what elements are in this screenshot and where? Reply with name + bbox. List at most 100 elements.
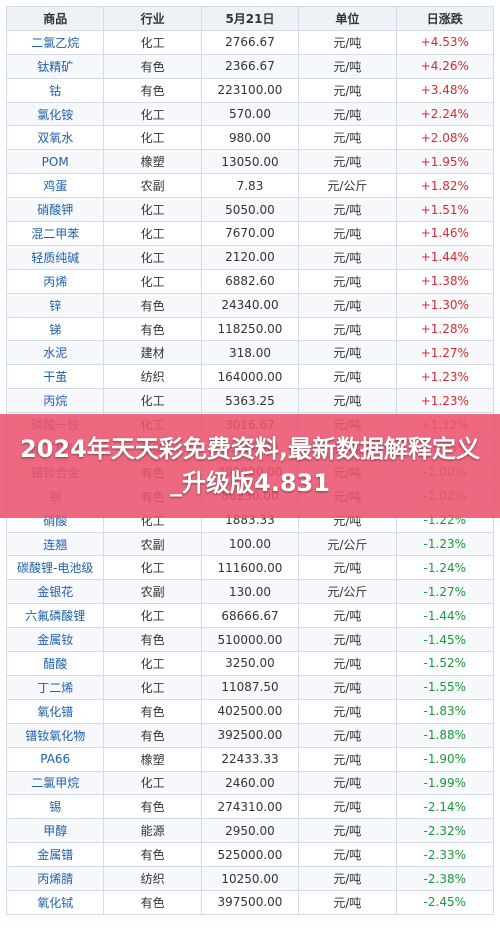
commodity-name-cell: 锑 [5,316,105,342]
table-row: 锑有色 118250.00 元/吨 +1.28% [5,316,495,342]
sector-cell: 化工 [103,268,202,294]
daily-change-cell: +1.23% [395,388,495,414]
sector-cell: 化工 [103,603,202,629]
price-cell: 24340.00 [200,292,300,318]
daily-change-cell: +1.44% [395,244,495,270]
unit-cell: 元/吨 [298,125,397,151]
sector-cell: 有色 [103,627,202,653]
unit-cell: 元/吨 [298,292,397,318]
commodity-name-cell: 金银花 [5,579,105,605]
table-row: PA66 橡塑 22433.33 元/吨 -1.90% [5,746,495,772]
table-row: 硝酸钾 化工 5050.00 元/吨 +1.51% [5,197,495,223]
commodity-name-cell: 钴 [5,77,105,103]
table-row: 醋酸 化工 3250.00 元/吨 -1.52% [5,651,495,676]
header-unit: 单位 [298,6,397,31]
commodity-name-cell: 双氧水 [5,125,105,151]
commodity-name-cell: 锌 [5,292,105,318]
unit-cell: 元/吨 [298,674,397,700]
price-cell: 274310.00 [200,794,300,820]
unit-cell: 元/公斤 [298,173,397,199]
table-row: 氯化铵 化工 570.00 元/吨 +2.24% [5,101,495,127]
price-cell: 318.00 [200,340,300,366]
commodity-name-cell: 鸡蛋 [5,173,105,199]
commodity-name-cell: 丁二烯 [5,674,105,700]
commodity-name-cell: 氯化铵 [5,101,105,127]
sector-cell: 建材 [103,340,202,366]
daily-change-cell: -2.32% [395,818,495,844]
table-row: 钛精矿 有色 2366.67 元/吨 +4.26% [5,53,495,79]
daily-change-cell: -2.14% [395,794,495,820]
daily-change-cell: +4.53% [395,29,495,55]
table-row: 氧化镨 有色 402500.00 元/吨 -1.83% [5,698,495,724]
table-row: 混二甲苯 化工 7670.00 元/吨 +1.46% [5,221,495,246]
price-cell: 7.83 [200,173,300,199]
price-cell: 510000.00 [200,627,300,653]
commodity-name-cell: 镨钕氧化物 [5,722,105,748]
sector-cell: 化工 [103,221,202,246]
sector-cell: 化工 [103,674,202,700]
unit-cell: 元/吨 [298,244,397,270]
sector-cell: 有色 [103,316,202,342]
table-row: 水泥 建材 318.00 元/吨 +1.27% [5,340,495,366]
unit-cell: 元/吨 [298,866,397,891]
daily-change-cell: +1.28% [395,316,495,342]
commodity-name-cell: 水泥 [5,340,105,366]
sector-cell: 纺织 [103,364,202,390]
sector-cell: 橡塑 [103,746,202,772]
price-cell: 3250.00 [200,651,300,676]
sector-cell: 化工 [103,244,202,270]
price-cell: 100.00 [200,531,300,557]
price-cell: 130.00 [200,579,300,605]
daily-change-cell: -1.88% [395,722,495,748]
unit-cell: 元/吨 [298,722,397,748]
daily-change-cell: -1.83% [395,698,495,724]
price-cell: 5363.25 [200,388,300,414]
sector-cell: 化工 [103,388,202,414]
price-cell: 22433.33 [200,746,300,772]
sector-cell: 化工 [103,770,202,796]
price-cell: 13050.00 [200,149,300,175]
commodity-name-cell: 六氟磷酸锂 [5,603,105,629]
table-row: 双氧水 化工 980.00 元/吨 +2.08% [5,125,495,151]
daily-change-cell: +1.95% [395,149,495,175]
price-cell: 980.00 [200,125,300,151]
daily-change-cell: +1.30% [395,292,495,318]
sector-cell: 橡塑 [103,149,202,175]
commodity-name-cell: 连翘 [5,531,105,557]
unit-cell: 元/吨 [298,794,397,820]
price-cell: 68666.67 [200,603,300,629]
sector-cell: 化工 [103,29,202,55]
commodity-name-cell: 二氯甲烷 [5,770,105,796]
sector-cell: 有色 [103,889,202,915]
commodity-name-cell: 锡 [5,794,105,820]
commodity-name-cell: 混二甲苯 [5,221,105,246]
table-row: 金属钕 有色 510000.00 元/吨 -1.45% [5,627,495,653]
table-row: 连翘 农副 100.00 元/公斤 -1.23% [5,531,495,557]
price-cell: 525000.00 [200,842,300,868]
commodity-name-cell: 氧化铽 [5,889,105,915]
unit-cell: 元/吨 [298,268,397,294]
price-cell: 392500.00 [200,722,300,748]
header-sector: 行业 [103,6,202,31]
commodity-name-cell: 硝酸钾 [5,197,105,223]
daily-change-cell: -2.45% [395,889,495,915]
price-cell: 7670.00 [200,221,300,246]
unit-cell: 元/吨 [298,388,397,414]
price-cell: 118250.00 [200,316,300,342]
sector-cell: 农副 [103,579,202,605]
table-row: 丙烷 化工 5363.25 元/吨 +1.23% [5,388,495,414]
unit-cell: 元/吨 [298,197,397,223]
price-cell: 2366.67 [200,53,300,79]
daily-change-cell: -1.44% [395,603,495,629]
table-row: 轻质纯碱 化工 2120.00 元/吨 +1.44% [5,244,495,270]
unit-cell: 元/公斤 [298,531,397,557]
daily-change-cell: +1.46% [395,221,495,246]
header-date: 5月21日 [200,6,300,31]
table-row: 二氯乙烷 化工 2766.67 元/吨 +4.53% [5,29,495,55]
unit-cell: 元/吨 [298,627,397,653]
price-cell: 2120.00 [200,244,300,270]
unit-cell: 元/吨 [298,818,397,844]
daily-change-cell: +1.82% [395,173,495,199]
unit-cell: 元/吨 [298,149,397,175]
table-row: 六氟磷酸锂 化工 68666.67 元/吨 -1.44% [5,603,495,629]
